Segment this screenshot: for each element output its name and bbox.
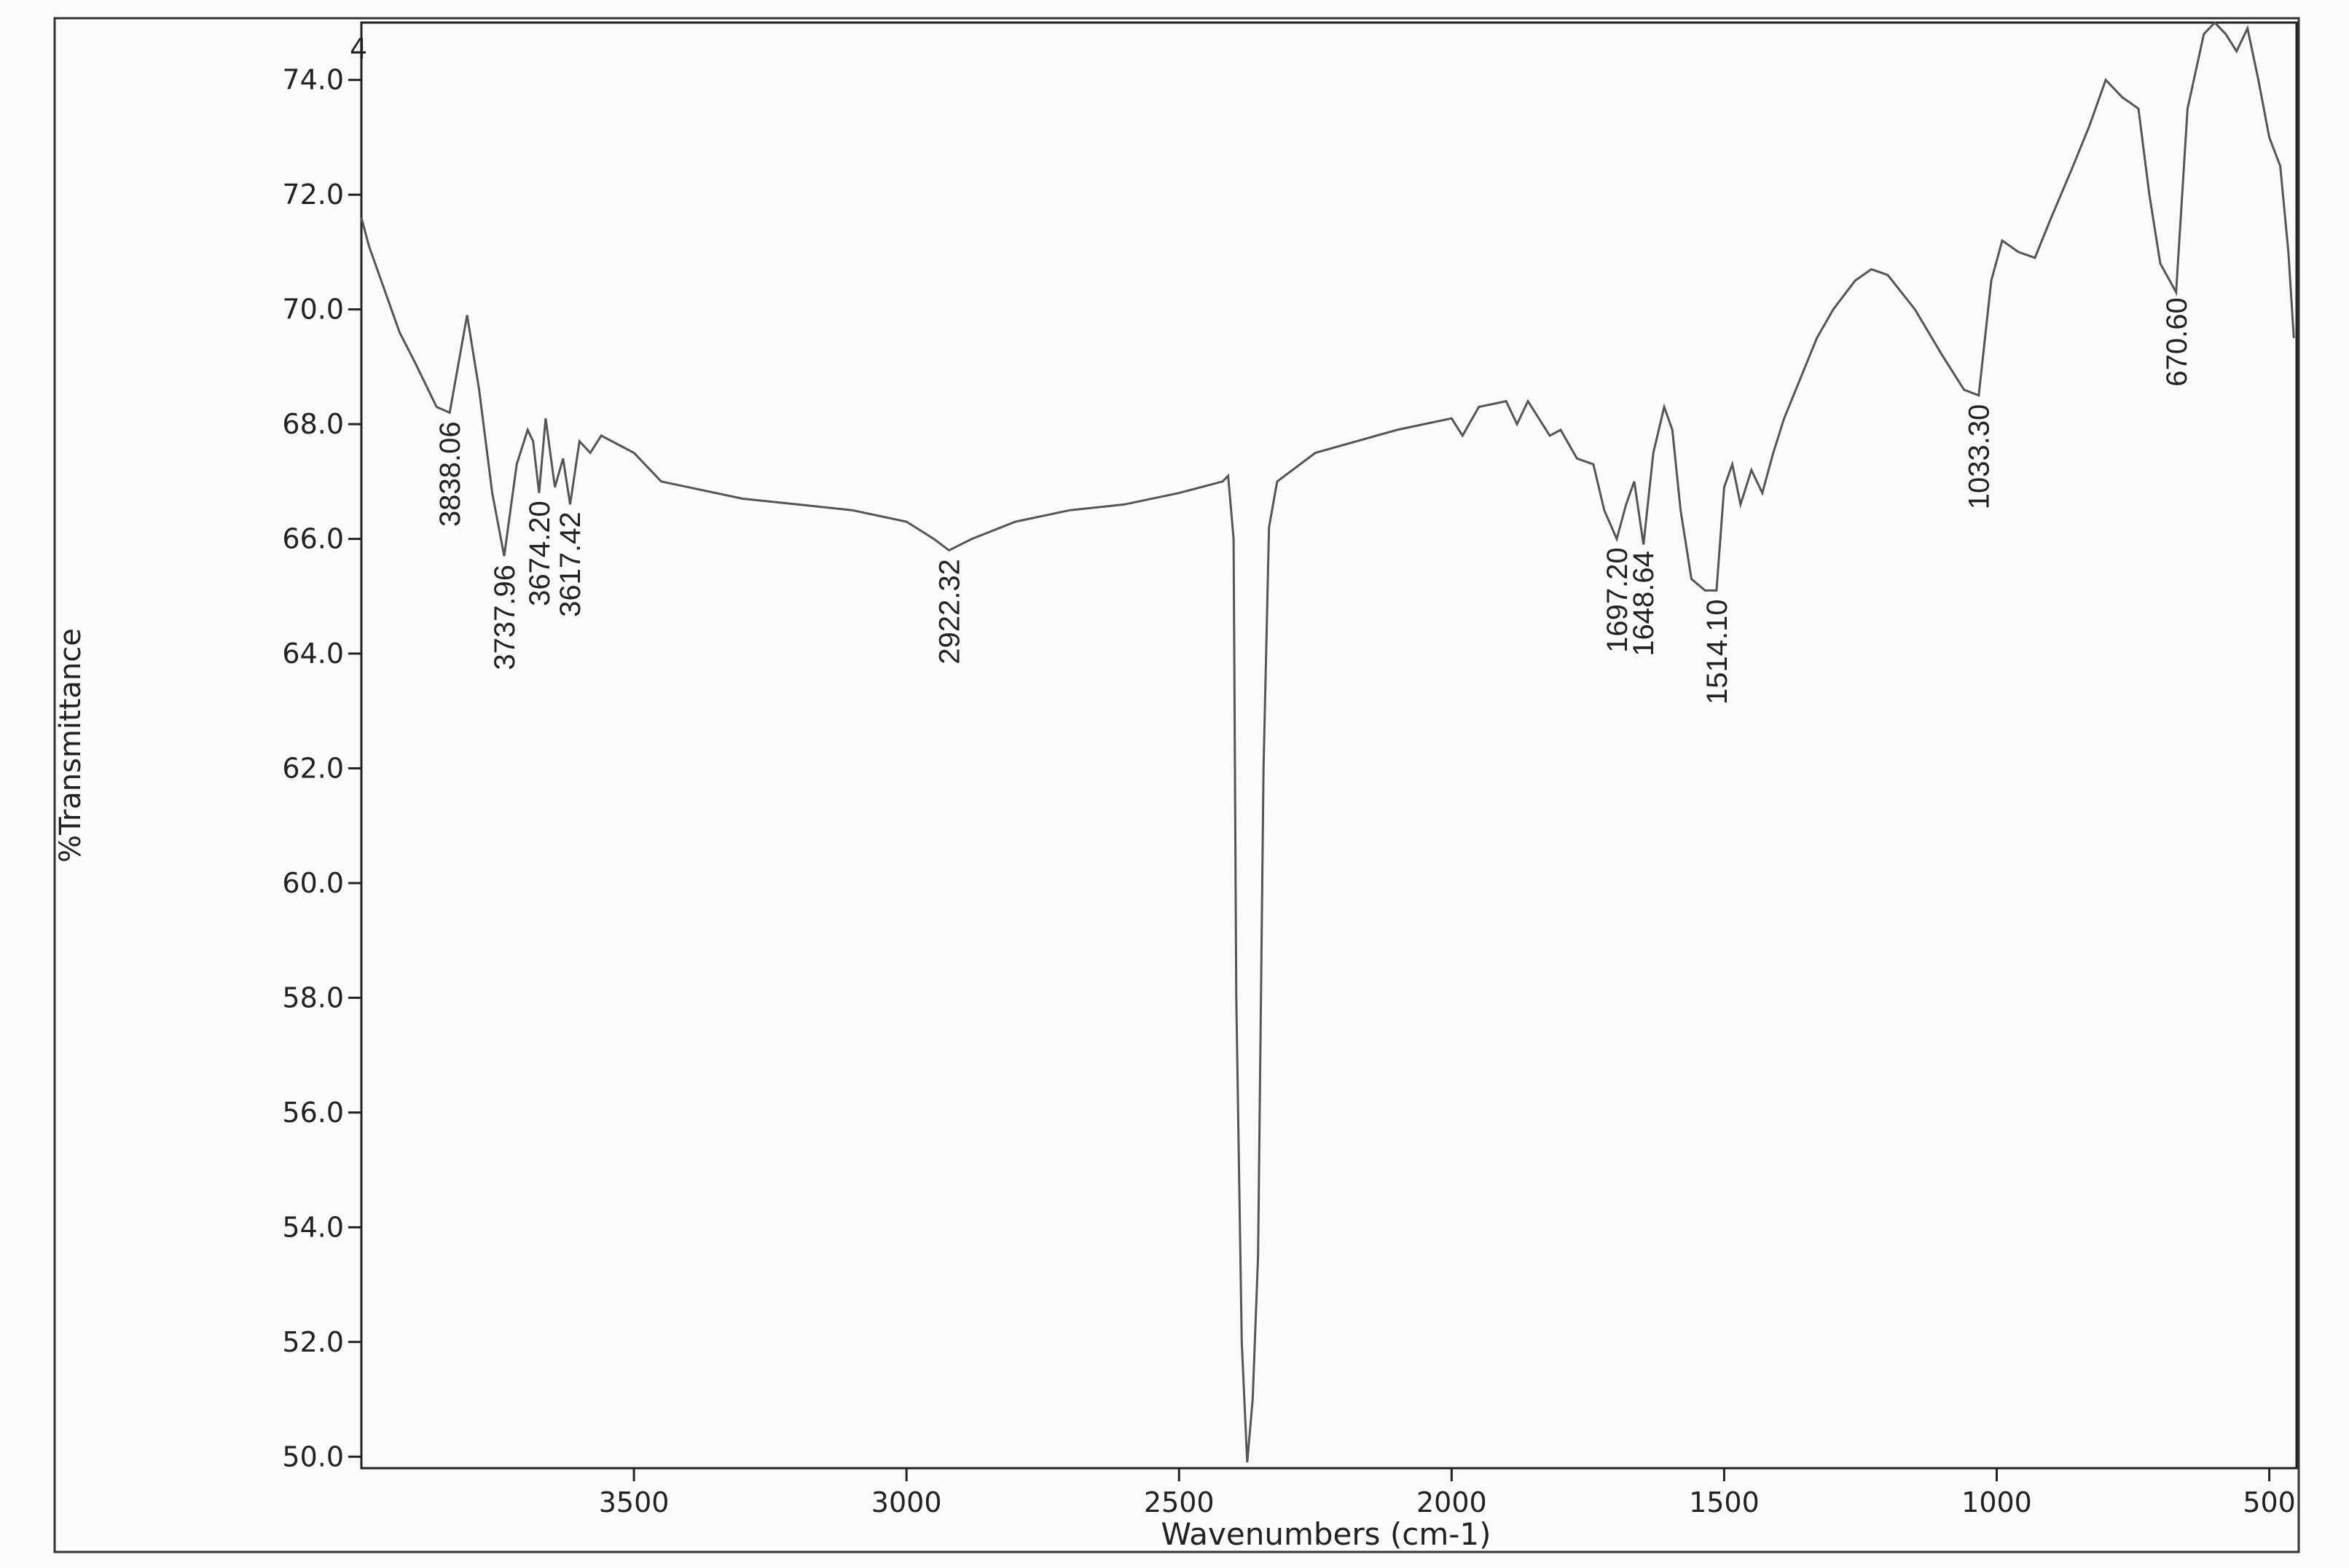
peak-label: 3838.06 — [434, 421, 466, 527]
y-tick-label: 74.0 — [282, 64, 344, 96]
peak-label: 3674.20 — [524, 501, 556, 606]
peak-label: 3617.42 — [554, 511, 587, 617]
spectrum-line — [360, 20, 2295, 1463]
y-tick-label: 50.0 — [282, 1440, 344, 1473]
x-tick-label: 1500 — [1689, 1486, 1760, 1518]
x-tick-label: 3000 — [871, 1486, 942, 1518]
peak-label: 1697.20 — [1601, 547, 1634, 653]
peak-label: 1033.30 — [1964, 404, 1996, 510]
x-tick-label: 3500 — [599, 1486, 670, 1518]
x-tick-label: 1000 — [1961, 1486, 2032, 1518]
y-tick-label: 60.0 — [282, 867, 344, 899]
x-tick-label: 2000 — [1416, 1486, 1487, 1518]
x-tick-label: 2500 — [1144, 1486, 1215, 1518]
peak-label: 3737.96 — [489, 565, 521, 670]
peak-label: 2922.32 — [933, 559, 965, 665]
y-tick-label: 70.0 — [282, 294, 344, 326]
y-tick-label: 62.0 — [282, 752, 344, 784]
outer-frame — [53, 17, 2300, 1553]
peak-label: 1514.10 — [1701, 599, 1733, 705]
x-axis-label: Wavenumbers (cm-1) — [1161, 1516, 1491, 1552]
y-axis-label: %Transmittance — [54, 628, 87, 863]
y-tick-label: 58.0 — [282, 981, 344, 1014]
x-tick-label: 500 — [2243, 1486, 2296, 1518]
y-tick-label: 54.0 — [282, 1211, 344, 1243]
peak-label: 1648.64 — [1628, 551, 1660, 656]
y-tick-label: 68.0 — [282, 408, 344, 440]
y-tick-label: 72.0 — [282, 179, 344, 211]
y-tick-label: 56.0 — [282, 1097, 344, 1129]
sample-label: 4 — [350, 33, 367, 65]
plot-frame — [360, 21, 2298, 1470]
peak-label: 670.60 — [2161, 297, 2193, 386]
y-tick-label: 64.0 — [282, 638, 344, 670]
y-tick-label: 52.0 — [282, 1326, 344, 1358]
y-tick-label: 66.0 — [282, 523, 344, 555]
